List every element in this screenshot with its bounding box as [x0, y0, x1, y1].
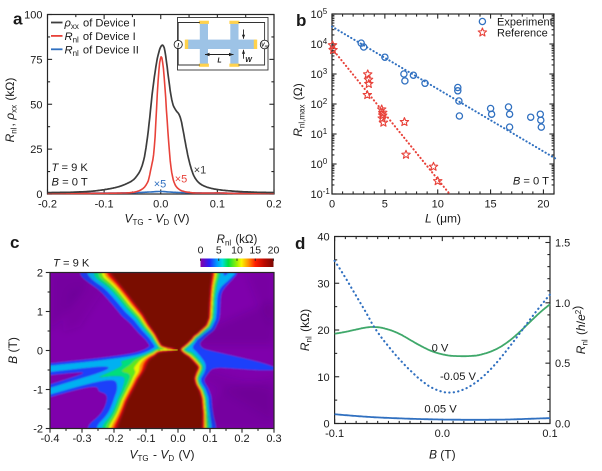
svg-text:-0.1: -0.1 — [95, 199, 114, 211]
svg-text:2: 2 — [37, 268, 43, 280]
svg-text:-0.4: -0.4 — [41, 433, 60, 445]
svg-text:0: 0 — [198, 245, 204, 257]
svg-text:0.0: 0.0 — [555, 419, 570, 431]
svg-text:-0.2: -0.2 — [105, 433, 124, 445]
svg-text:d: d — [295, 234, 305, 253]
svg-text:20: 20 — [317, 325, 329, 337]
svg-text:Experiment: Experiment — [497, 17, 553, 29]
svg-text:0: 0 — [37, 346, 43, 358]
svg-text:B = 0 T: B = 0 T — [513, 176, 549, 188]
svg-text:B (T): B (T) — [6, 337, 20, 364]
svg-text:-2: -2 — [33, 424, 43, 436]
svg-text:0.05 V: 0.05 V — [424, 404, 457, 416]
svg-text:1.0: 1.0 — [555, 298, 570, 310]
svg-text:0.1: 0.1 — [210, 199, 225, 211]
svg-text:15: 15 — [249, 245, 261, 257]
svg-text:0: 0 — [323, 419, 329, 431]
svg-text:Rnl of Device II: Rnl of Device II — [65, 44, 139, 58]
svg-text:-0.2: -0.2 — [38, 199, 57, 211]
svg-text:×5: ×5 — [154, 179, 167, 191]
svg-text:W: W — [245, 57, 253, 64]
svg-text:Reference: Reference — [497, 28, 548, 40]
svg-text:×5: ×5 — [175, 174, 188, 186]
svg-text:0: 0 — [36, 189, 42, 201]
svg-text:100: 100 — [24, 10, 42, 22]
svg-text:L (μm): L (μm) — [425, 212, 461, 227]
svg-text:0 V: 0 V — [432, 343, 449, 355]
svg-text:×1: ×1 — [194, 165, 207, 177]
svg-text:-1: -1 — [33, 385, 43, 397]
svg-text:20: 20 — [268, 245, 280, 257]
svg-text:20: 20 — [537, 199, 549, 211]
svg-text:0.1: 0.1 — [202, 433, 217, 445]
svg-text:0.0: 0.0 — [170, 433, 185, 445]
svg-text:Rnl of Device I: Rnl of Device I — [65, 31, 136, 45]
svg-text:5: 5 — [382, 199, 388, 211]
svg-text:10: 10 — [231, 245, 243, 257]
svg-text:T = 9 K: T = 9 K — [53, 258, 90, 270]
svg-text:0.3: 0.3 — [266, 433, 281, 445]
svg-text:ρxx of Device I: ρxx of Device I — [64, 18, 136, 32]
svg-text:B = 0 T: B = 0 T — [52, 177, 88, 189]
svg-text:10: 10 — [432, 199, 444, 211]
svg-text:0: 0 — [329, 199, 335, 211]
svg-text:0.0: 0.0 — [435, 428, 450, 440]
svg-text:40: 40 — [317, 232, 329, 244]
svg-text:T = 9 K: T = 9 K — [52, 162, 89, 174]
svg-text:-0.3: -0.3 — [73, 433, 92, 445]
svg-text:Rnl , ρxx (kΩ): Rnl , ρxx (kΩ) — [3, 78, 19, 143]
svg-text:25: 25 — [30, 144, 42, 156]
svg-text:0.0: 0.0 — [153, 199, 168, 211]
svg-text:0.1: 0.1 — [542, 428, 557, 440]
svg-text:30: 30 — [317, 278, 329, 290]
svg-text:c: c — [10, 233, 19, 252]
svg-text:a: a — [13, 10, 23, 29]
svg-text:1: 1 — [37, 307, 43, 319]
svg-text:50: 50 — [30, 99, 42, 111]
svg-text:-0.1: -0.1 — [137, 433, 156, 445]
svg-text:0.2: 0.2 — [266, 199, 281, 211]
svg-text:5: 5 — [216, 245, 222, 257]
svg-text:L: L — [217, 58, 221, 65]
svg-text:b: b — [296, 11, 306, 30]
svg-text:Rnl (kΩ): Rnl (kΩ) — [298, 309, 314, 351]
svg-text:-0.05 V: -0.05 V — [440, 371, 477, 383]
svg-text:1.5: 1.5 — [555, 237, 570, 249]
svg-text:Rnl (kΩ): Rnl (kΩ) — [217, 234, 258, 248]
svg-text:0.2: 0.2 — [234, 433, 249, 445]
svg-text:-0.1: -0.1 — [325, 428, 344, 440]
svg-text:75: 75 — [30, 54, 42, 66]
svg-text:15: 15 — [484, 199, 496, 211]
svg-text:I: I — [177, 42, 179, 49]
svg-text:Vnl: Vnl — [261, 43, 269, 49]
svg-text:B (T): B (T) — [429, 448, 456, 462]
svg-text:10: 10 — [317, 372, 329, 384]
svg-text:0.5: 0.5 — [555, 358, 570, 370]
